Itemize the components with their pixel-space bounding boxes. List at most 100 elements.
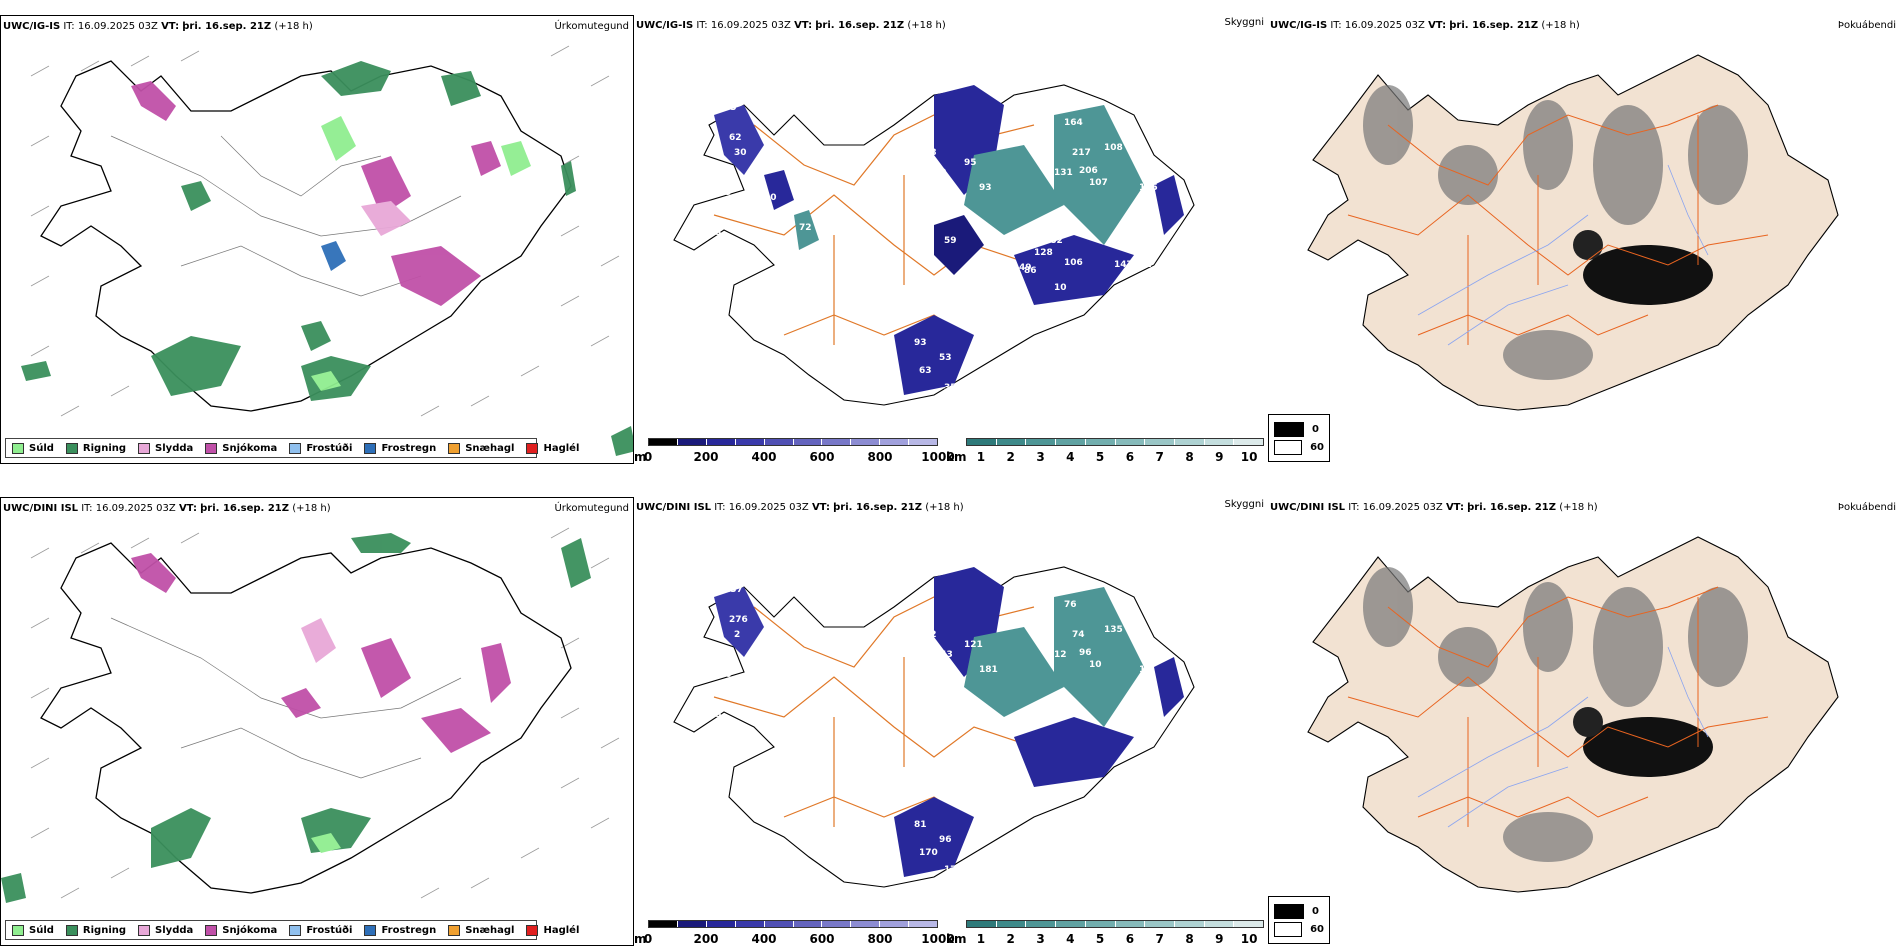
precip-map-top [21, 45, 633, 456]
visibility-value-label: 96 [939, 835, 952, 845]
panel-title: UWC/DINI ISL IT: 16.09.2025 03Z VT: þri.… [1270, 502, 1598, 513]
colorbar-tick: 4 [1066, 932, 1075, 946]
visibility-value-label: 382 [1044, 236, 1063, 246]
colorbar-tick: 6 [1125, 450, 1135, 464]
colorbar-segment [880, 439, 910, 445]
colorbar-tick: 2 [1006, 450, 1015, 464]
colorbar-tick: 1000 [921, 450, 955, 464]
colorbar-tick: 1000 [921, 932, 955, 946]
visibility-value-label: 206 [1079, 166, 1098, 176]
vis-colorbar-m-bottom: m 0 200 400 600 800 1000 [634, 920, 955, 946]
fog-swatch [1274, 421, 1304, 437]
colorbar-tick: 3 [1036, 932, 1045, 946]
visibility-value-label: 76 [1064, 600, 1077, 610]
colorbar-segment [793, 439, 823, 445]
colorbar-segment [764, 921, 794, 927]
visibility-value-label: 81 [939, 188, 952, 198]
colorbar-segment [649, 921, 678, 927]
fog-swatch [1274, 439, 1303, 455]
visibility-value-label: 12 [1054, 650, 1067, 660]
legend-item: Frostúði [289, 924, 352, 936]
precip-areas [21, 61, 633, 456]
colorbar-segment [880, 921, 910, 927]
visibility-value-label: 59 [944, 236, 957, 246]
colorbar-segment [1026, 921, 1057, 927]
legend-swatch [526, 442, 539, 454]
visibility-value-label: 20 [794, 615, 807, 625]
fog-legend-row: 60 [1274, 438, 1324, 456]
legend-item: Slydda [138, 442, 193, 454]
legend-label: Snæhagl [465, 924, 515, 936]
colorbar-segment [677, 921, 707, 927]
fog-map-bottom [1307, 536, 1839, 893]
colorbar-tick: 600 [809, 450, 835, 464]
visibility-value-label: 66 [849, 710, 862, 720]
precip-map-bottom [1, 527, 620, 903]
colorbar-tick: 800 [867, 932, 893, 946]
visibility-value-label: 49 [719, 188, 732, 198]
iceland-outline [673, 84, 1195, 406]
iceland-outline [673, 566, 1195, 888]
fog-map-top [1307, 54, 1839, 411]
panel-title: UWC/IG-IS IT: 16.09.2025 03Z VT: þri. 16… [636, 20, 946, 31]
visibility-value-label: 10 [719, 670, 732, 680]
visibility-value-label: 135 [1104, 625, 1123, 635]
legend-swatch [12, 442, 24, 454]
colorbar-segment [1234, 921, 1264, 927]
legend-item: Haglél [526, 442, 580, 454]
colorbar-segment [1026, 439, 1057, 445]
precip-legend-bottom: Súld Rigning Slydda Snjókoma Frostúði Frostre… [5, 920, 579, 940]
visibility-value-label: 128 [1034, 248, 1053, 258]
fog-panel-bottom: UWC/DINI ISL IT: 16.09.2025 03Z VT: þri.… [1268, 497, 1900, 946]
colorbar-segment [1204, 921, 1235, 927]
colorbar-segment [851, 921, 881, 927]
visibility-value-label: 108 [1104, 143, 1123, 153]
legend-label: Rigning [82, 924, 127, 936]
visibility-value-label: 33 [754, 233, 767, 243]
legend-swatch [448, 442, 461, 454]
panel-title: UWC/IG-IS IT: 16.09.2025 03Z VT: þri. 16… [3, 21, 313, 32]
visibility-value-label: 81 [914, 820, 927, 830]
visibility-value-label: 107 [1089, 178, 1108, 188]
legend-swatch [448, 924, 461, 936]
legend-label: Snæhagl [465, 442, 515, 454]
panel-title: UWC/DINI ISL IT: 16.09.2025 03Z VT: þri.… [636, 502, 964, 513]
visibility-value-label: 95 [724, 103, 737, 113]
colorbar-segment [822, 439, 852, 445]
colorbar-segment [909, 921, 938, 927]
visibility-value-label: 86 [1024, 266, 1037, 276]
colorbar-segment [1115, 439, 1146, 445]
colorbar-segment [996, 921, 1027, 927]
colorbar-segment [1174, 439, 1205, 445]
colorbar-tick: 5 [1095, 932, 1105, 946]
visibility-value-label: 74 [1072, 630, 1085, 640]
colorbar-segment [1174, 921, 1205, 927]
legend-label: Frostregn [381, 442, 437, 454]
visibility-panel-bottom: 137 33 20 2 35 10 97 95 52 32 66 71 81 96 172 170 276 301… [634, 497, 1268, 946]
visibility-value-label: 96 [1079, 648, 1092, 658]
colorbar-segment [996, 439, 1027, 445]
legend-label: Haglél [543, 442, 580, 454]
legend-label: Haglél [543, 924, 580, 936]
colorbar-tick: 8 [1185, 932, 1194, 946]
legend-item: Súld [12, 924, 54, 936]
legend-swatch [138, 924, 151, 936]
visibility-value-label: 315 [1014, 230, 1033, 240]
vis-labels: 95 102 32 30 5 49 10 73 33 72 73 162 93 53 35 63 62 19 78 9… [709, 103, 1158, 393]
fog-legend-top: 0 60 [1268, 414, 1330, 462]
vis-labels: 137 33 20 2 35 10 97 95 52 32 66 71 81 96 172 170 276 301… [709, 585, 1152, 875]
fog-value: 60 [1310, 923, 1324, 935]
field-name: Þokuábendi [1837, 20, 1896, 31]
visibility-value-label: 49 [1019, 263, 1032, 273]
visibility-value-label: 93 [979, 183, 992, 193]
colorbar-segment [1085, 439, 1116, 445]
colorbar-segment [1115, 921, 1146, 927]
visibility-value-label: 184 [1029, 610, 1048, 620]
field-name: Skyggni [1224, 17, 1264, 28]
colorbar-tick: 9 [1215, 450, 1224, 464]
precip-panel-top: UWC/IG-IS IT: 16.09.2025 03Z VT: þri. 16… [0, 15, 634, 464]
colorbar-tick: 8 [1185, 450, 1194, 464]
visibility-value-label: 172 [944, 865, 963, 875]
precip-panel-bottom: UWC/DINI ISL IT: 16.09.2025 03Z VT: þri.… [0, 497, 634, 946]
visibility-value-label: 105 [1139, 183, 1158, 193]
